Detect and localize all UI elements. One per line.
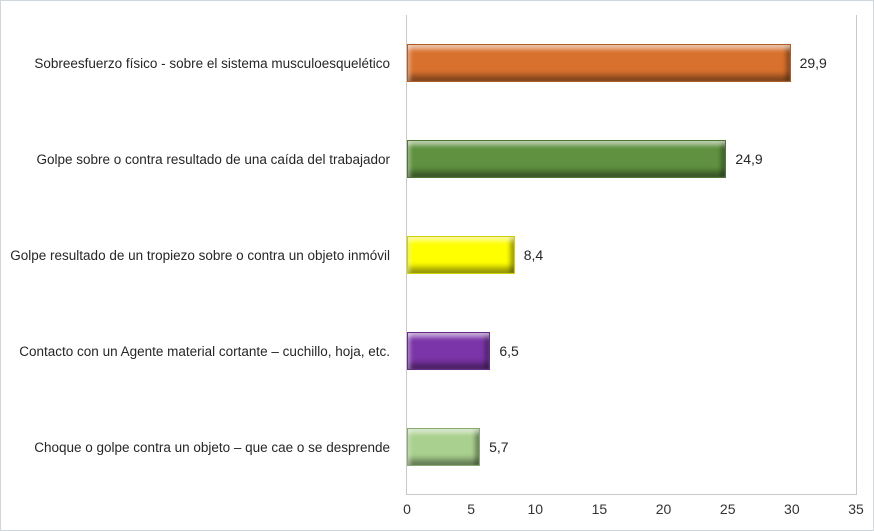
axis-tick-label: 15: [591, 501, 608, 517]
category-label-text: Golpe sobre o contra resultado de una ca…: [36, 151, 391, 167]
bar-row: 24,9: [407, 111, 856, 207]
axis-tick-label: 5: [467, 501, 476, 517]
value-axis: 0 5 10 15 20 25 30 35: [403, 494, 864, 520]
axis-tick-label: 35: [848, 501, 864, 517]
category-label: Sobreesfuerzo físico - sobre el sistema …: [1, 15, 399, 111]
data-label: 8,4: [523, 247, 544, 263]
category-label-text: Golpe resultado de un tropiezo sobre o c…: [10, 247, 390, 263]
axis-tick-label: 0: [403, 501, 411, 517]
category-label: Choque o golpe contra un objeto – que ca…: [1, 399, 399, 495]
bar-row: 6,5: [407, 303, 856, 399]
data-label: 24,9: [735, 151, 763, 167]
category-label-text: Choque o golpe contra un objeto – que ca…: [34, 439, 390, 455]
bar-golpe-tropiezo: [407, 236, 515, 274]
bar-contacto-cortante: [407, 332, 491, 370]
data-label: 6,5: [499, 343, 519, 359]
bar-golpe-caida: [407, 140, 727, 178]
bar-row: 8,4: [407, 207, 856, 303]
axis-tick-label: 30: [784, 501, 800, 517]
axis-tick-label: 20: [655, 501, 672, 517]
bar-choque-objeto: [407, 428, 481, 466]
data-label: 5,7: [489, 439, 509, 455]
axis-tick-label: 10: [527, 501, 544, 517]
bar-sobreesfuerzo: [407, 44, 791, 82]
category-label: Golpe sobre o contra resultado de una ca…: [1, 111, 399, 207]
category-label: Golpe resultado de un tropiezo sobre o c…: [1, 207, 399, 303]
data-label: 29,9: [799, 55, 827, 71]
category-label-text: Sobreesfuerzo físico - sobre el sistema …: [34, 55, 390, 71]
category-axis: Sobreesfuerzo físico - sobre el sistema …: [1, 15, 399, 495]
category-label-text: Contacto con un Agente material cortante…: [19, 343, 390, 359]
bar-row: 29,9: [407, 15, 856, 111]
plot-area: 29,9 24,9 8,4 6,5 5,7 0 5 10 15 20 25 30…: [403, 15, 864, 517]
category-label: Contacto con un Agente material cortante…: [1, 303, 399, 399]
bar-row: 5,7: [407, 399, 856, 495]
axis-tick-label: 25: [719, 501, 736, 517]
